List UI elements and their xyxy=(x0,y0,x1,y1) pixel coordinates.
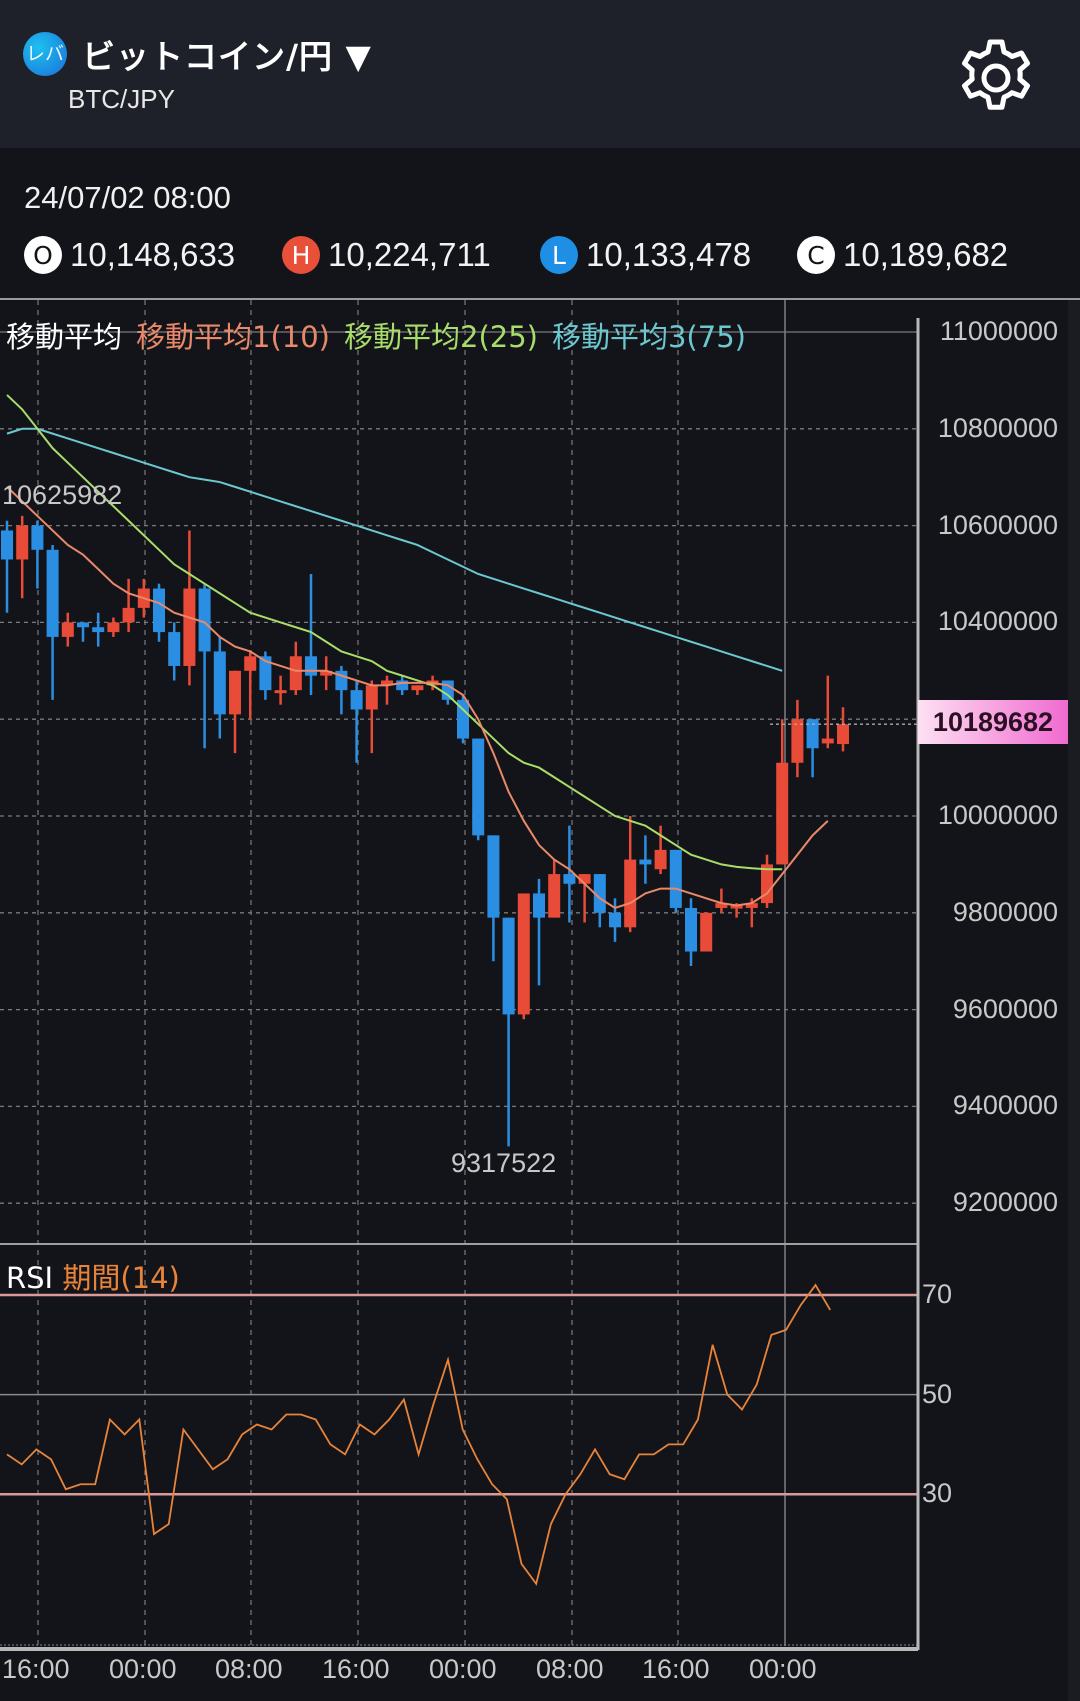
right-edge-strip xyxy=(1068,300,1080,1701)
rsi-tick-label: 50 xyxy=(922,1378,953,1409)
ohlc-value: 10,148,633 xyxy=(70,236,236,273)
price-tick-label: 10600000 xyxy=(937,509,1058,540)
time-tick-label: 08:00 xyxy=(215,1654,283,1684)
price-tick-label: 9200000 xyxy=(952,1187,1058,1218)
price-tick-label: 10800000 xyxy=(937,412,1058,443)
ohlc-value: 10,189,682 xyxy=(843,236,1009,273)
rsi-tick-label: 70 xyxy=(922,1279,953,1309)
ma2-legend: 移動平均2(25) xyxy=(344,320,538,354)
time-tick-label: 16:00 xyxy=(2,1654,70,1684)
symbol-selector[interactable]: ビットコイン/円 ▼ xyxy=(82,37,372,76)
ohlc-c-icon: C xyxy=(797,236,835,274)
price-tick-label: 9400000 xyxy=(952,1090,1058,1121)
ma-legend-title: 移動平均 xyxy=(6,320,123,354)
price-tick-label: 9800000 xyxy=(952,896,1058,927)
ma3-legend: 移動平均3(75) xyxy=(551,320,746,354)
time-tick-label: 00:00 xyxy=(429,1654,497,1684)
ohlc-o: O 10,148,633 xyxy=(24,233,235,277)
time-tick-label: 00:00 xyxy=(749,1654,817,1684)
price-tick-label: 9600000 xyxy=(952,993,1058,1024)
rsi-legend-title: RSI xyxy=(6,1261,54,1295)
time-tick-label: 00:00 xyxy=(109,1654,177,1684)
ohlc-value: 10,133,478 xyxy=(586,236,752,273)
price-tick-label: 10000000 xyxy=(937,800,1058,830)
ohlc-value: 10,224,711 xyxy=(328,236,491,273)
ohlc-l: L 10,133,478 xyxy=(540,233,751,277)
ma-legend: 移動平均 移動平均1(10) 移動平均2(25) 移動平均3(75) xyxy=(6,314,760,356)
time-tick-label: 16:00 xyxy=(322,1654,390,1684)
high-annotation: 10625982 xyxy=(2,480,123,510)
price-tick-label: 11000000 xyxy=(939,316,1058,346)
ohlc-o-icon: O xyxy=(24,236,62,274)
ohlc-h: H 10,224,711 xyxy=(282,233,491,277)
time-tick-label: 08:00 xyxy=(536,1654,604,1684)
symbol-code: BTC/JPY xyxy=(68,84,175,114)
current-price-tag: 10189682 xyxy=(918,700,1068,744)
price-tick-label: 10400000 xyxy=(937,606,1058,637)
ma1-legend: 移動平均1(10) xyxy=(136,320,330,354)
ohlc-h-icon: H xyxy=(282,236,320,274)
gear-icon[interactable] xyxy=(948,26,1044,122)
time-tick-label: 16:00 xyxy=(642,1654,710,1684)
low-annotation: 9317522 xyxy=(451,1148,557,1178)
candle-datetime: 24/07/02 08:00 xyxy=(24,180,231,215)
leverage-badge: レバ xyxy=(23,32,67,76)
ohlc-c: C 10,189,682 xyxy=(797,233,1008,277)
ohlc-l-icon: L xyxy=(540,236,578,274)
app-header: レバ ビットコイン/円 ▼ BTC/JPY xyxy=(0,0,1080,148)
rsi-tick-label: 30 xyxy=(922,1478,953,1509)
rsi-legend: RSI 期間(14) xyxy=(6,1255,180,1297)
chart-top-border xyxy=(0,298,1080,300)
rsi-legend-period: 期間(14) xyxy=(62,1261,180,1295)
